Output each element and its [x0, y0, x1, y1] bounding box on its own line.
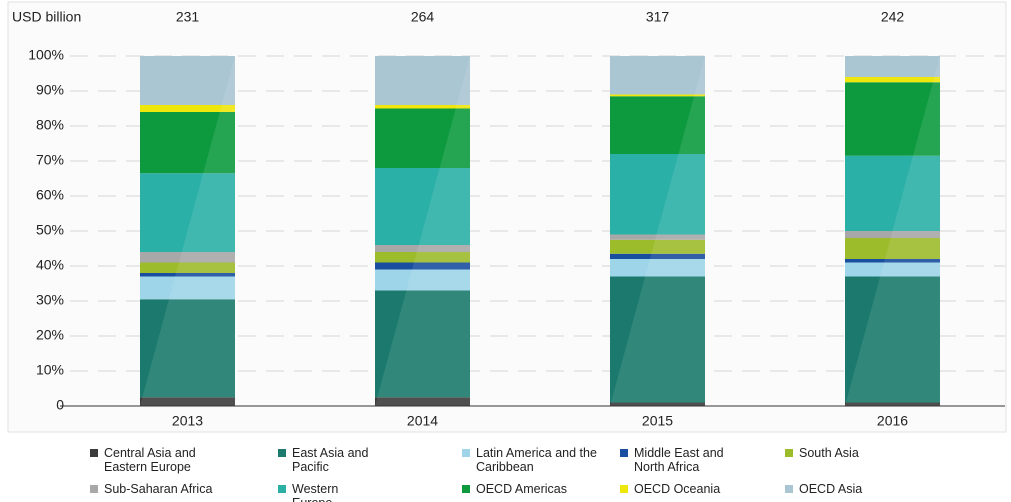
bar-segment — [845, 56, 940, 77]
totals-label: USD billion — [12, 9, 81, 25]
bar-segment — [140, 397, 235, 406]
bar-segment — [375, 269, 470, 291]
x-tick-label: 2014 — [407, 413, 438, 429]
total-label: 231 — [176, 9, 200, 25]
bar-segment — [140, 262, 235, 273]
legend-label: OECD Americas — [476, 482, 567, 496]
legend-item: Sub-Saharan Africa — [90, 482, 224, 496]
bar-segment — [845, 155, 940, 231]
total-label: 317 — [646, 9, 670, 25]
chart: USD billion 0 10% 20% 30% 40% 50% 60% 70% 80% 90%… — [7, 1, 1007, 433]
y-tick-label: 30% — [36, 292, 64, 308]
y-tick-label: 100% — [28, 47, 64, 63]
total-label: 264 — [411, 9, 435, 25]
legend-item: Latin America and the Caribbean — [462, 446, 606, 474]
bar-segment — [610, 239, 705, 254]
legend-item: OECD Oceania — [620, 482, 744, 496]
bar-segment — [845, 231, 940, 238]
legend-label: Sub-Saharan Africa — [104, 482, 213, 496]
bar-segment — [375, 397, 470, 406]
bar-segment — [375, 105, 470, 109]
legend-label: OECD Asia — [799, 482, 863, 496]
legend-swatch — [620, 449, 628, 457]
bar-highlight — [140, 56, 235, 406]
y-tick-label: 60% — [36, 187, 64, 203]
bar-highlight — [610, 56, 705, 406]
bar-segment — [845, 276, 940, 403]
legend-swatch — [278, 449, 286, 457]
total-label: 242 — [881, 9, 905, 25]
legend-label: Middle East and North Africa — [634, 446, 724, 474]
bar-highlight — [845, 56, 940, 406]
y-tick-label: 10% — [36, 362, 64, 378]
bar-segment — [610, 259, 705, 277]
bar-segment — [610, 402, 705, 406]
bar-segment — [140, 112, 235, 174]
legend-label: East Asia and Pacific — [292, 446, 369, 474]
legend-swatch — [620, 485, 628, 493]
y-tick-label: 40% — [36, 257, 64, 273]
bar-segment — [845, 402, 940, 406]
bar-segment — [845, 77, 940, 83]
legend-item: East Asia and Pacific — [278, 446, 372, 474]
legend-item: OECD Americas — [462, 482, 606, 496]
y-tick-label: 80% — [36, 117, 64, 133]
legend-item: OECD Asia — [785, 482, 899, 496]
legend-swatch — [462, 485, 470, 493]
bar-segment — [610, 154, 705, 235]
bar-segment — [845, 259, 940, 263]
bar-segment — [610, 253, 705, 259]
bar-segment — [610, 276, 705, 403]
legend-label: Western Europe — [292, 482, 339, 502]
bar-segment — [140, 56, 235, 105]
x-tick-label: 2015 — [642, 413, 673, 429]
bar-segment — [375, 245, 470, 252]
legend-item: Middle East and North Africa — [620, 446, 744, 474]
bar-segment — [610, 94, 705, 97]
y-tick-label: 70% — [36, 152, 64, 168]
bar-segment — [140, 299, 235, 398]
x-tick-label: 2016 — [877, 413, 908, 429]
bar-segment — [610, 96, 705, 154]
bar-segment — [375, 108, 470, 168]
legend-swatch — [90, 449, 98, 457]
y-tick-label: 90% — [36, 82, 64, 98]
bar-segment — [375, 252, 470, 263]
legend-label: Latin America and the Caribbean — [476, 446, 597, 474]
y-tick-label: 20% — [36, 327, 64, 343]
legend-swatch — [462, 449, 470, 457]
bar-segment — [375, 290, 470, 398]
bar-segment — [375, 56, 470, 105]
legend-label: OECD Oceania — [634, 482, 721, 496]
legend-item: South Asia — [785, 446, 899, 460]
bar-segment — [140, 252, 235, 263]
y-tick-label: 50% — [36, 222, 64, 238]
bar-segment — [845, 82, 940, 156]
legend-swatch — [90, 485, 98, 493]
x-tick-label: 2013 — [172, 413, 203, 429]
legend-swatch — [785, 449, 793, 457]
bar-segment — [375, 168, 470, 245]
legend-item: Western Europe — [278, 482, 372, 502]
legend-swatch — [785, 485, 793, 493]
bar-segment — [610, 234, 705, 240]
legend-label: South Asia — [799, 446, 859, 460]
bar-segment — [140, 273, 235, 277]
bar-segment — [845, 262, 940, 277]
legend-label: Central Asia and Eastern Europe — [104, 446, 196, 474]
bar-segment — [610, 56, 705, 95]
bar-segment — [845, 238, 940, 259]
legend-swatch — [278, 485, 286, 493]
y-tick-label: 0 — [56, 397, 64, 413]
bar-segment — [140, 105, 235, 112]
bar-segment — [140, 276, 235, 300]
bar-highlight — [375, 56, 470, 406]
legend-item: Central Asia and Eastern Europe — [90, 446, 224, 474]
bar-segment — [140, 173, 235, 252]
bar-segment — [375, 262, 470, 270]
